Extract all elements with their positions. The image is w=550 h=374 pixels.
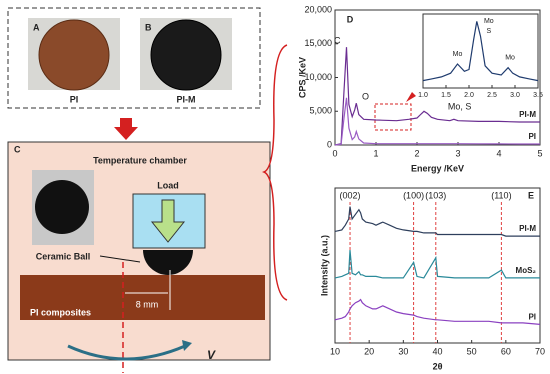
x-tick-label: 0 <box>332 148 337 158</box>
panel-letter: A <box>33 22 40 32</box>
x-tick-label: 60 <box>501 346 511 356</box>
composite-label: PI composites <box>30 307 91 317</box>
series-line <box>334 206 540 237</box>
reference-label: (002) <box>340 190 361 200</box>
annotation: C <box>334 36 341 46</box>
x-tick-label: 20 <box>364 346 374 356</box>
annotation: Mo <box>453 51 463 58</box>
ball-image <box>35 180 89 234</box>
pim-disk <box>150 19 222 91</box>
series-label: PI <box>528 313 536 322</box>
ball-label: Ceramic Ball <box>36 251 91 261</box>
x-tick-label: 2.0 <box>464 92 474 99</box>
x-tick-label: 3.0 <box>510 92 520 99</box>
x-tick-label: 2 <box>414 148 419 158</box>
x-tick-label: 1 <box>373 148 378 158</box>
annotation: Mo <box>484 18 494 25</box>
annotation: Mo, S <box>448 102 472 112</box>
rotation-head <box>182 340 192 351</box>
annotation: O <box>362 92 369 102</box>
panel-letter: D <box>347 14 354 24</box>
x-tick-label: 40 <box>432 346 442 356</box>
annotation: S <box>486 28 491 35</box>
series-line <box>334 249 540 279</box>
y-axis-label: Intensity (a.u.) <box>319 235 329 296</box>
reference-label: (100) <box>403 190 424 200</box>
x-tick-label: 30 <box>398 346 408 356</box>
pointer <box>99 255 141 263</box>
x-tick-label: 10 <box>330 346 340 356</box>
ball <box>143 250 193 275</box>
load-label: Load <box>157 180 179 190</box>
y-tick-label: 5,000 <box>309 106 332 116</box>
zoom-box <box>374 103 412 131</box>
down-arrow <box>114 118 138 140</box>
x-axis-label: Energy /KeV <box>411 163 464 173</box>
annotation: Mo <box>505 54 515 61</box>
x-tick-label: 3.5 <box>533 92 543 99</box>
load-arrow <box>150 199 186 243</box>
x-tick-label: 5 <box>537 148 542 158</box>
series-label: PI-M <box>519 110 536 119</box>
rotation-arrow <box>67 344 186 361</box>
x-tick-label: 2.5 <box>487 92 497 99</box>
x-axis-label: 2θ <box>433 361 443 371</box>
x-tick-label: 1.0 <box>418 92 428 99</box>
series-line <box>334 298 541 325</box>
panel-letter: B <box>145 22 152 32</box>
plot-frame <box>422 13 539 89</box>
bracket <box>261 44 288 301</box>
y-tick-label: 0 <box>327 139 332 149</box>
y-axis-label: CPS /KeV <box>297 57 307 98</box>
photo-label: PI-M <box>177 94 196 104</box>
distance-label: 8 mm <box>136 299 159 309</box>
series-line <box>334 47 540 146</box>
reference-label: (110) <box>491 190 511 200</box>
series-line <box>422 21 539 82</box>
x-tick-label: 3 <box>455 148 460 158</box>
series-label: MoS₂ <box>516 266 537 275</box>
x-tick-label: 70 <box>535 346 545 356</box>
x-tick-label: 4 <box>496 148 501 158</box>
panel-letter: C <box>14 144 21 154</box>
reference-label: (103) <box>425 190 446 200</box>
y-tick-label: 10,000 <box>304 72 332 82</box>
series-line <box>334 97 540 146</box>
x-tick-label: 1.5 <box>441 92 451 99</box>
panel-letter: E <box>528 190 534 200</box>
zoom-arrow <box>406 92 416 102</box>
series-label: PI-M <box>519 224 536 233</box>
composite <box>20 275 265 320</box>
photo-label: PI <box>70 94 79 104</box>
y-tick-label: 15,000 <box>304 38 332 48</box>
x-tick-label: 50 <box>467 346 477 356</box>
chamber-label: Temperature chamber <box>93 155 187 165</box>
y-tick-label: 20,000 <box>304 4 332 14</box>
velocity-label: V <box>207 348 216 362</box>
series-label: PI <box>528 132 536 141</box>
pi-disk <box>38 19 110 91</box>
